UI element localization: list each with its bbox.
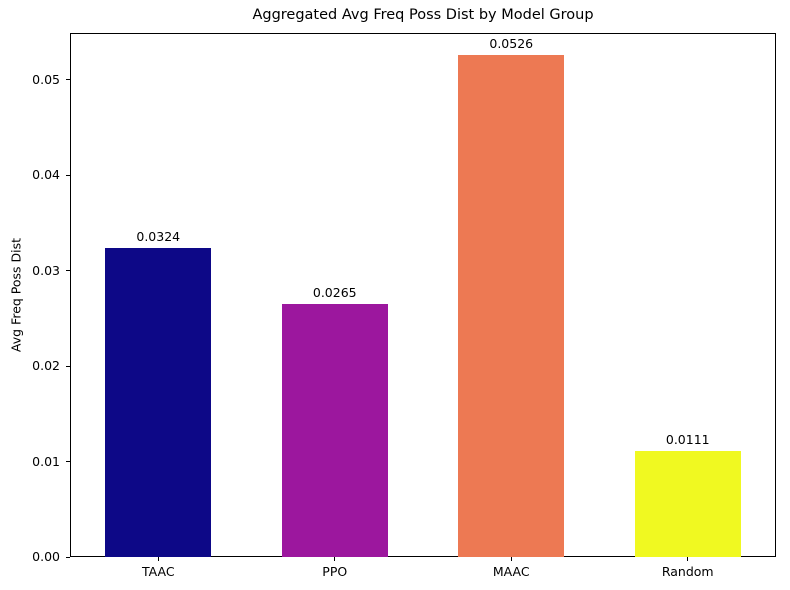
bar	[281, 304, 388, 557]
bar	[458, 54, 565, 557]
x-tick-label: PPO	[322, 564, 348, 579]
x-tick-label: Random	[661, 564, 714, 579]
bar-value-label: 0.0324	[136, 228, 181, 244]
y-axis-label: Avg Freq Poss Dist	[8, 237, 24, 353]
x-tick-mark	[157, 557, 159, 561]
y-tick-label: 0.01	[32, 453, 60, 469]
y-tick-mark	[66, 270, 70, 272]
y-tick-label: 0.03	[32, 262, 60, 278]
bar	[105, 247, 212, 557]
y-tick-mark	[66, 174, 70, 176]
bar-value-label: 0.0526	[489, 35, 534, 51]
bar-value-label: 0.0265	[312, 285, 357, 301]
x-tick-mark	[510, 557, 512, 561]
x-tick-mark	[334, 557, 336, 561]
bar-value-label: 0.0111	[665, 432, 710, 448]
y-tick-mark	[66, 556, 70, 558]
x-tick-label: MAAC	[492, 564, 530, 579]
y-tick-label: 0.05	[32, 71, 60, 87]
y-tick-mark	[66, 461, 70, 463]
y-tick-mark	[66, 365, 70, 367]
x-tick-mark	[687, 557, 689, 561]
bar	[634, 451, 741, 557]
y-tick-label: 0.00	[32, 549, 60, 564]
chart-title: Aggregated Avg Freq Poss Dist by Model G…	[252, 7, 594, 23]
y-tick-label: 0.04	[32, 167, 60, 183]
x-tick-label: TAAC	[141, 564, 175, 579]
y-tick-mark	[66, 79, 70, 81]
y-tick-label: 0.02	[32, 358, 60, 374]
